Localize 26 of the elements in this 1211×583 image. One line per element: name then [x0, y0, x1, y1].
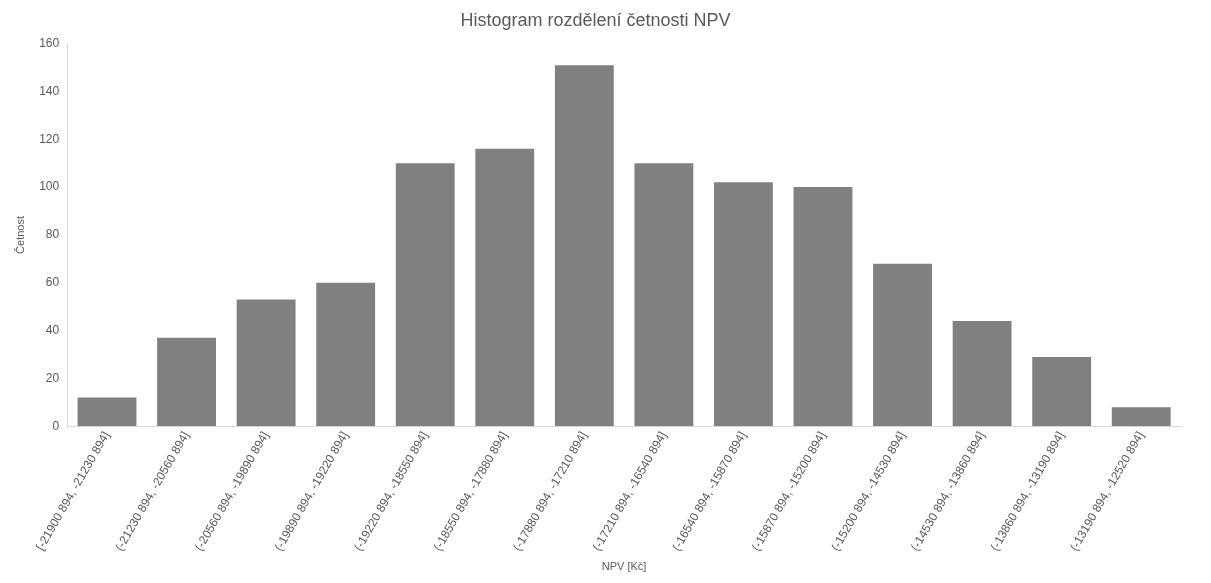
- y-tick-label: 140: [39, 83, 60, 98]
- y-tick-label: 0: [52, 418, 60, 433]
- bar: [1111, 407, 1171, 427]
- y-tick-label: 160: [39, 35, 60, 50]
- y-tick-label: 80: [45, 227, 60, 242]
- bar: [236, 299, 296, 427]
- y-tick-label: 40: [45, 322, 60, 337]
- chart-title: Histogram rozdělení četnosti NPV: [460, 9, 731, 30]
- y-tick-label: 100: [39, 179, 60, 194]
- bar: [395, 163, 455, 427]
- bar: [1032, 356, 1092, 427]
- y-tick-label: 20: [45, 370, 60, 385]
- y-tick-label: 60: [45, 275, 60, 290]
- bar: [475, 148, 535, 427]
- bar: [316, 282, 376, 427]
- bar: [634, 163, 694, 427]
- y-tick-label: 120: [39, 131, 60, 146]
- bar: [714, 182, 773, 427]
- bar: [554, 65, 614, 427]
- bar: [77, 397, 137, 427]
- bar: [952, 321, 1012, 427]
- x-axis-title: NPV [Kč]: [601, 560, 647, 573]
- y-axis-title: Četnost: [13, 215, 26, 254]
- bar: [793, 187, 853, 427]
- bar: [157, 337, 216, 427]
- bar: [873, 263, 932, 427]
